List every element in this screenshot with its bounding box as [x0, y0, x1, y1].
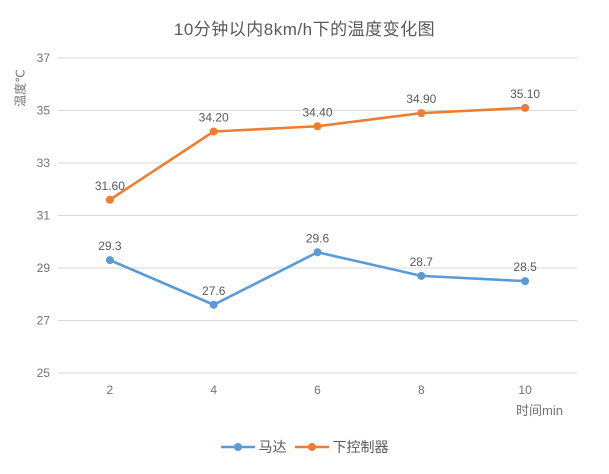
chart-title: 10分钟以内8km/h下的温度变化图 — [173, 20, 436, 39]
data-point-marker — [417, 109, 426, 118]
data-point-marker — [209, 300, 218, 309]
y-axis-tick-label: 25 — [37, 366, 51, 380]
legend-label: 马达 — [258, 439, 287, 455]
legend-marker-icon — [220, 443, 255, 451]
data-point-marker — [313, 122, 322, 131]
y-axis-tick-label: 35 — [37, 104, 51, 118]
data-point-label: 28.7 — [410, 255, 434, 269]
data-point-marker — [209, 127, 218, 136]
x-axis-title: 时间min — [516, 403, 563, 418]
data-point-label: 34.20 — [199, 111, 229, 125]
x-axis-tick-label: 2 — [107, 383, 114, 397]
x-axis-tick-label: 8 — [418, 383, 425, 397]
data-point-label: 34.90 — [406, 92, 436, 106]
y-axis-tick-label: 27 — [37, 314, 51, 328]
series-line-下控制器 — [108, 106, 527, 202]
y-axis-tick-label: 37 — [37, 51, 51, 65]
legend-marker-icon — [294, 443, 329, 451]
y-axis-tick-label: 31 — [37, 209, 51, 223]
chart-legend: 马达 下控制器 — [0, 437, 609, 457]
data-point-label: 31.60 — [95, 179, 125, 193]
y-axis-tick-label: 33 — [37, 156, 51, 170]
data-point-label: 29.3 — [98, 239, 122, 253]
data-point-marker — [105, 256, 114, 265]
data-point-marker — [521, 103, 530, 112]
data-point-label: 35.10 — [510, 87, 540, 101]
data-point-marker — [417, 271, 426, 280]
legend-item-下控制器: 下控制器 — [294, 437, 389, 457]
legend-item-马达: 马达 — [220, 437, 287, 457]
x-axis-tick-label: 4 — [210, 383, 217, 397]
data-point-marker — [105, 195, 114, 204]
data-point-label: 27.6 — [202, 284, 226, 298]
y-axis-tick-label: 29 — [37, 261, 51, 275]
legend-label: 下控制器 — [332, 439, 389, 455]
data-point-label: 28.5 — [513, 260, 537, 274]
x-axis-tick-label: 10 — [518, 383, 532, 397]
series-line-马达 — [108, 250, 527, 307]
data-point-marker — [313, 248, 322, 257]
data-point-label: 29.6 — [306, 231, 330, 245]
data-point-label: 34.40 — [302, 105, 332, 119]
x-axis-tick-label: 6 — [314, 383, 321, 397]
data-point-marker — [521, 277, 530, 286]
